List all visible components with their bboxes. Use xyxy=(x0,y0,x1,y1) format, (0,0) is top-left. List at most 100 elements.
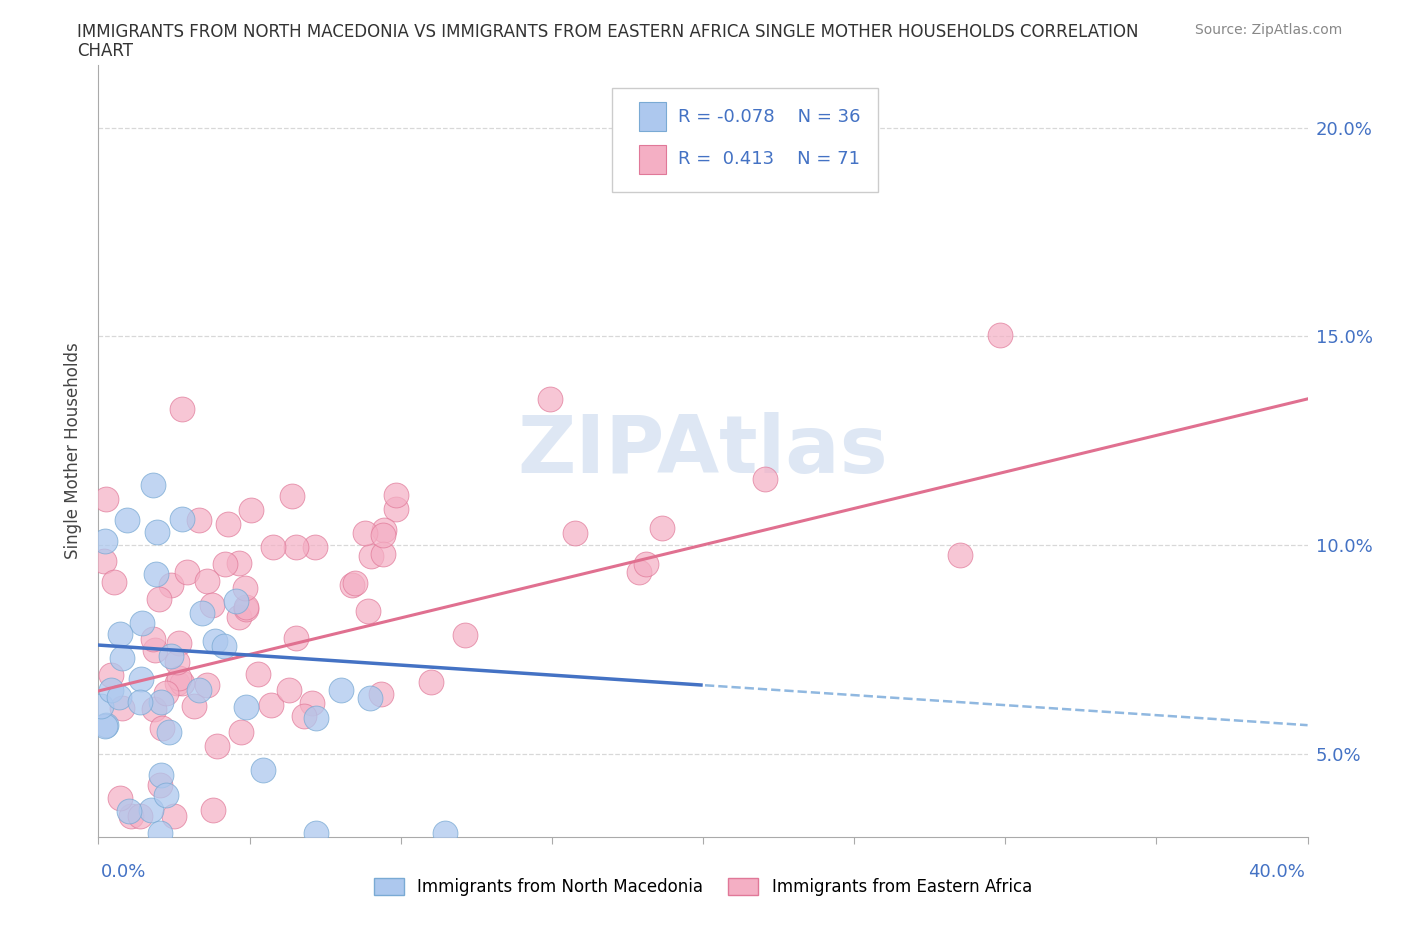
FancyBboxPatch shape xyxy=(638,102,665,131)
Point xyxy=(167,671,190,685)
Point xyxy=(217,516,239,531)
Point xyxy=(371,547,394,562)
Text: 40.0%: 40.0% xyxy=(1249,863,1305,882)
Point xyxy=(371,528,394,543)
Text: R =  0.413    N = 71: R = 0.413 N = 71 xyxy=(678,151,859,168)
Point xyxy=(100,667,122,682)
Point xyxy=(110,790,132,805)
Point xyxy=(170,675,193,690)
Point xyxy=(385,501,408,516)
Point xyxy=(159,648,181,663)
Point xyxy=(128,809,150,824)
Point xyxy=(419,674,441,689)
Point xyxy=(150,721,173,736)
Point xyxy=(262,539,284,554)
Point xyxy=(235,600,257,615)
Point xyxy=(160,578,183,592)
Point xyxy=(260,698,283,712)
Point xyxy=(235,601,257,616)
Point xyxy=(225,593,247,608)
Point xyxy=(214,557,236,572)
Point xyxy=(373,523,395,538)
Point xyxy=(111,651,134,666)
Point xyxy=(93,553,115,568)
Point xyxy=(155,788,177,803)
Point xyxy=(636,556,658,571)
Point xyxy=(754,472,776,486)
Point xyxy=(343,576,366,591)
Point xyxy=(145,566,167,581)
Point xyxy=(120,809,142,824)
Point xyxy=(170,512,193,527)
Point xyxy=(190,605,212,620)
Point xyxy=(370,686,392,701)
Point xyxy=(118,804,141,818)
Point xyxy=(93,718,115,733)
Point xyxy=(200,598,222,613)
Point xyxy=(163,809,186,824)
Point xyxy=(100,683,122,698)
Point xyxy=(94,534,117,549)
Point xyxy=(285,631,308,645)
Point xyxy=(155,685,177,700)
Point xyxy=(111,701,134,716)
Point xyxy=(305,826,328,841)
Point xyxy=(949,548,972,563)
Point xyxy=(564,526,586,541)
Point xyxy=(176,565,198,579)
Point xyxy=(149,777,172,792)
Point xyxy=(183,698,205,713)
Point xyxy=(229,725,252,740)
Point xyxy=(433,826,456,841)
Point xyxy=(205,738,228,753)
Point xyxy=(454,628,477,643)
Point xyxy=(150,695,173,710)
Point xyxy=(301,696,323,711)
Text: IMMIGRANTS FROM NORTH MACEDONIA VS IMMIGRANTS FROM EASTERN AFRICA SINGLE MOTHER : IMMIGRANTS FROM NORTH MACEDONIA VS IMMIG… xyxy=(77,23,1139,41)
Point xyxy=(115,512,138,527)
Point xyxy=(228,555,250,570)
Point xyxy=(252,763,274,777)
Point xyxy=(150,768,173,783)
FancyBboxPatch shape xyxy=(638,145,665,174)
Point xyxy=(284,539,307,554)
Point xyxy=(103,575,125,590)
Point xyxy=(988,327,1011,342)
Point xyxy=(540,392,562,406)
FancyBboxPatch shape xyxy=(613,88,879,193)
Text: CHART: CHART xyxy=(77,42,134,60)
Y-axis label: Single Mother Households: Single Mother Households xyxy=(65,342,83,560)
Point xyxy=(187,512,209,527)
Point xyxy=(357,604,380,618)
Point xyxy=(195,573,218,588)
Point xyxy=(94,491,117,506)
Point xyxy=(139,803,162,817)
Point xyxy=(340,578,363,592)
Text: R = -0.078    N = 36: R = -0.078 N = 36 xyxy=(678,108,860,126)
Point xyxy=(187,683,209,698)
Point xyxy=(304,539,326,554)
Text: ZIPAtlas: ZIPAtlas xyxy=(517,412,889,490)
Point xyxy=(305,711,328,725)
Point xyxy=(330,682,353,697)
Point xyxy=(385,487,408,502)
Point xyxy=(195,678,218,693)
Point xyxy=(143,643,166,658)
Point xyxy=(281,489,304,504)
Text: Source: ZipAtlas.com: Source: ZipAtlas.com xyxy=(1195,23,1343,37)
Point xyxy=(142,478,165,493)
Point xyxy=(214,639,236,654)
Point xyxy=(202,803,225,817)
Point xyxy=(235,700,257,715)
Point xyxy=(131,616,153,631)
Point xyxy=(359,691,381,706)
Text: 0.0%: 0.0% xyxy=(101,863,146,882)
Point xyxy=(128,695,150,710)
Point xyxy=(129,671,152,686)
Point xyxy=(354,525,377,540)
Point xyxy=(167,635,190,650)
Point xyxy=(90,698,112,713)
Legend: Immigrants from North Macedonia, Immigrants from Eastern Africa: Immigrants from North Macedonia, Immigra… xyxy=(367,871,1039,903)
Point xyxy=(204,633,226,648)
Point xyxy=(651,521,673,536)
